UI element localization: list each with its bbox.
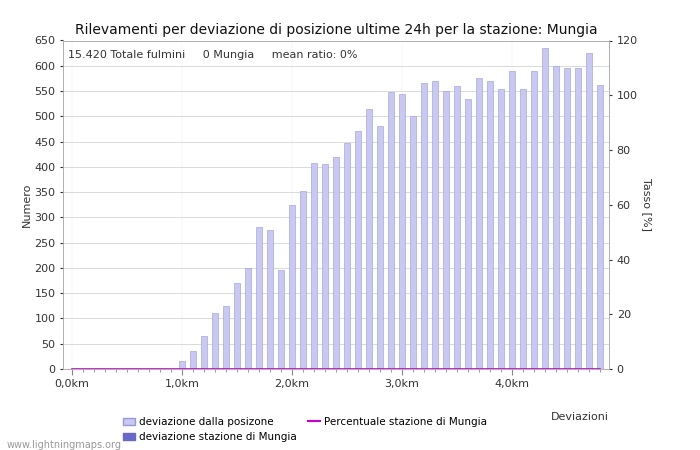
Bar <box>554 66 559 369</box>
Bar <box>510 71 515 369</box>
Text: Deviazioni: Deviazioni <box>551 412 609 422</box>
Y-axis label: Numero: Numero <box>22 183 32 227</box>
Bar <box>322 164 328 369</box>
Title: Rilevamenti per deviazione di posizione ultime 24h per la stazione: Mungia: Rilevamenti per deviazione di posizione … <box>75 22 597 36</box>
Bar <box>487 81 493 369</box>
Bar <box>477 78 482 369</box>
Bar <box>443 91 449 369</box>
Bar <box>542 48 548 369</box>
Bar <box>520 89 526 369</box>
Bar <box>399 94 405 369</box>
Bar <box>223 306 229 369</box>
Legend: deviazione dalla posizone, deviazione stazione di Mungia, Percentuale stazione d: deviazione dalla posizone, deviazione st… <box>122 417 487 442</box>
Bar <box>256 228 262 369</box>
Bar <box>466 99 471 369</box>
Bar <box>356 131 360 369</box>
Bar <box>498 89 504 369</box>
Bar <box>190 351 195 369</box>
Bar <box>410 116 416 369</box>
Bar <box>234 283 239 369</box>
Bar <box>531 71 537 369</box>
Bar <box>245 268 251 369</box>
Y-axis label: Tasso [%]: Tasso [%] <box>642 178 652 231</box>
Bar <box>212 313 218 369</box>
Bar <box>312 163 316 369</box>
Bar <box>344 143 350 369</box>
Bar <box>587 53 592 369</box>
Bar <box>575 68 581 369</box>
Bar <box>421 83 427 369</box>
Bar <box>300 191 306 369</box>
Bar <box>597 85 603 369</box>
Bar <box>289 205 295 369</box>
Bar <box>433 81 438 369</box>
Bar <box>201 336 206 369</box>
Bar <box>366 109 372 369</box>
Bar <box>377 126 383 369</box>
Text: 15.420 Totale fulmini     0 Mungia     mean ratio: 0%: 15.420 Totale fulmini 0 Mungia mean rati… <box>69 50 358 60</box>
Bar <box>389 92 394 369</box>
Text: www.lightningmaps.org: www.lightningmaps.org <box>7 440 122 450</box>
Bar <box>179 361 185 369</box>
Bar <box>454 86 460 369</box>
Bar <box>333 157 339 369</box>
Bar <box>267 230 273 369</box>
Bar <box>278 270 284 369</box>
Bar <box>564 68 570 369</box>
